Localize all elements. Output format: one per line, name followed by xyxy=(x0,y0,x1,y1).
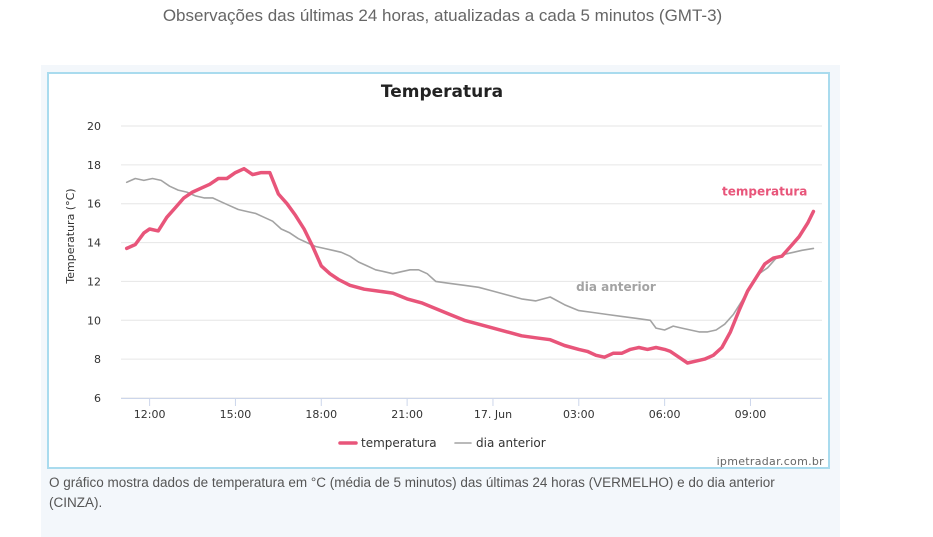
legend-item-temperatura[interactable]: temperatura xyxy=(338,436,437,450)
page-subtitle: Observações das últimas 24 horas, atuali… xyxy=(162,6,723,25)
legend-label: dia anterior xyxy=(476,436,546,450)
x-tick-label: 18:00 xyxy=(305,408,337,421)
x-tick-label: 15:00 xyxy=(220,408,252,421)
legend[interactable]: temperatura dia anterior xyxy=(338,436,546,450)
temperature-chart: Temperatura 6 8 10 12 14 16 18 20 12:00 15:00 18:… xyxy=(64,82,825,467)
series-label-dia-anterior: dia anterior xyxy=(576,280,656,294)
x-tick-label: 17. Jun xyxy=(474,408,512,421)
chart-title: Temperatura xyxy=(381,82,503,102)
y-tick-label: 14 xyxy=(87,237,101,250)
x-tick-label: 06:00 xyxy=(649,408,681,421)
series-label-temperatura: temperatura xyxy=(722,184,807,198)
x-tick-label: 03:00 xyxy=(563,408,595,421)
y-tick-label: 18 xyxy=(87,159,101,172)
series-line-dia-anterior xyxy=(125,177,815,333)
y-tick-label: 10 xyxy=(87,314,101,327)
chart-caption: O gráfico mostra dados de temperatura em… xyxy=(49,475,775,510)
grid-lines xyxy=(121,125,822,399)
annotations: temperatura dia anterior xyxy=(576,184,807,293)
x-tick-label: 21:00 xyxy=(391,408,423,421)
x-tick-label: 12:00 xyxy=(134,408,166,421)
x-tick-label: 09:00 xyxy=(735,408,767,421)
y-tick-label: 20 xyxy=(87,120,101,133)
y-axis-ticks: 6 8 10 12 14 16 18 20 xyxy=(87,120,101,405)
series-layer xyxy=(124,166,816,365)
x-axis-ticks: 12:00 15:00 18:00 21:00 17. Jun 03:00 06:00 09:… xyxy=(134,398,767,421)
y-tick-label: 8 xyxy=(94,353,101,366)
y-axis-label: Temperatura (°C) xyxy=(64,188,77,284)
y-tick-label: 16 xyxy=(87,198,101,211)
y-tick-label: 12 xyxy=(87,275,101,288)
legend-label: temperatura xyxy=(361,436,437,450)
y-tick-label: 6 xyxy=(94,392,101,405)
chart-container: Temperatura 6 8 10 12 14 16 18 20 12:00 15:00 18:… xyxy=(47,72,830,469)
series-line-temperatura xyxy=(124,166,816,365)
credit-link[interactable]: ipmetradar.com.br xyxy=(717,455,825,467)
legend-item-dia-anterior[interactable]: dia anterior xyxy=(454,436,546,450)
